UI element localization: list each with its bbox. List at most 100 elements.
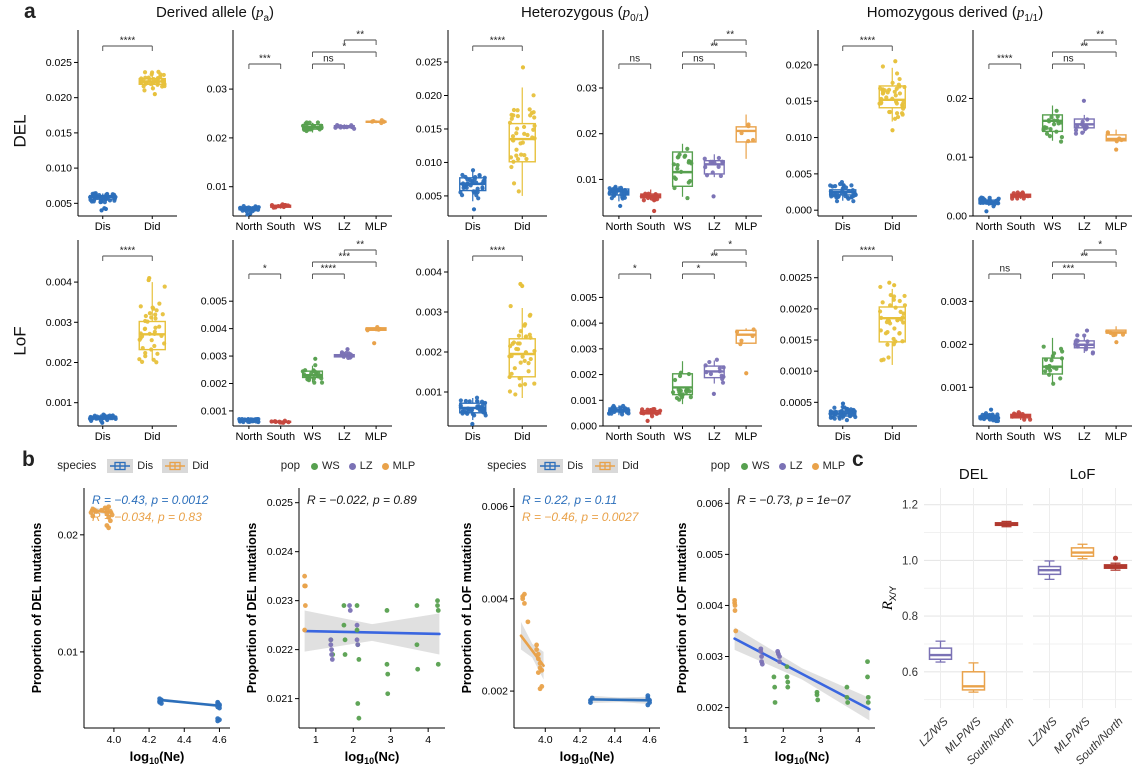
- legend-key-WS: WS: [310, 460, 340, 472]
- svg-text:4: 4: [425, 734, 431, 746]
- boxplot-glyph-icon: [537, 459, 564, 473]
- row-label-lof: LoF: [11, 326, 31, 356]
- boxplot-del-het-species: 0.005 0.010 0.015 0.020 0.025 Dis Did ****: [416, 30, 547, 233]
- r-annotation: R = −0.73, p = 1e−07: [737, 493, 852, 507]
- sig-bracket: [312, 51, 377, 57]
- box-DEL-LZ/WS: [928, 640, 953, 663]
- svg-text:0.01: 0.01: [207, 181, 228, 193]
- svg-text:0.020: 0.020: [416, 90, 442, 102]
- y-axis-title: RX/Y: [880, 585, 899, 611]
- svg-text:0.002: 0.002: [941, 339, 967, 351]
- legend-key-label: LZ: [789, 460, 803, 472]
- points-South: [1010, 410, 1033, 422]
- box-panel: 0.001 0.002 0.003 0.004 Dis Did ****: [416, 240, 547, 443]
- svg-text:ns: ns: [630, 54, 641, 65]
- sig-bracket: [618, 273, 652, 279]
- svg-text:0.001: 0.001: [201, 405, 227, 417]
- svg-text:**: **: [710, 252, 718, 263]
- points-Dis: [88, 191, 118, 213]
- r-annotation: R = 0.22, p = 0.11: [522, 493, 617, 507]
- panel-a-row-lof: LoF 0.001 0.002 0.003 0.004 Dis Did **** 0.001…: [11, 236, 1140, 446]
- svg-text:0.01: 0.01: [947, 152, 968, 164]
- legend-key-WS: WS: [740, 460, 770, 472]
- boxplot-del-derived-species: 0.005 0.010 0.015 0.020 0.025 Dis Did ****: [46, 30, 177, 233]
- points-Did: [507, 281, 537, 397]
- svg-text:South: South: [1006, 221, 1035, 233]
- points-South: [269, 418, 291, 425]
- svg-text:0.004: 0.004: [201, 323, 227, 335]
- svg-text:WS: WS: [674, 221, 692, 233]
- svg-text:4.2: 4.2: [142, 734, 157, 746]
- svg-text:WS: WS: [674, 431, 692, 443]
- svg-text:LZ: LZ: [1078, 221, 1091, 233]
- svg-text:0.005: 0.005: [571, 292, 597, 304]
- svg-text:3: 3: [818, 734, 824, 746]
- svg-text:*: *: [633, 264, 637, 275]
- svg-text:****: ****: [997, 54, 1013, 65]
- svg-text:0.005: 0.005: [786, 168, 812, 180]
- legend-key-label: WS: [321, 460, 340, 472]
- svg-text:**: **: [356, 240, 364, 251]
- svg-text:0.00: 0.00: [947, 211, 968, 223]
- svg-text:0.004: 0.004: [571, 318, 597, 330]
- legend-key-LZ: LZ: [778, 460, 803, 472]
- svg-text:0.010: 0.010: [46, 163, 72, 175]
- box-panel: 0.000 0.005 0.010 0.015 0.020 Dis Did ****: [786, 30, 917, 233]
- svg-text:Did: Did: [144, 431, 161, 443]
- points-WS: [671, 146, 694, 201]
- svg-text:Did: Did: [884, 221, 901, 233]
- scatter-lof-nc: 0.002 0.003 0.004 0.005 0.006 1 2 3 4 Proportion …: [675, 488, 875, 766]
- svg-text:0.002: 0.002: [201, 378, 227, 390]
- legend-species-1: species Dis Did: [28, 458, 238, 474]
- svg-text:South: South: [636, 431, 665, 443]
- points-blue: [588, 693, 652, 708]
- points-North: [238, 203, 261, 217]
- x-axis-title: log10(Ne): [130, 749, 185, 766]
- points-North: [607, 184, 630, 209]
- svg-text:0.003: 0.003: [416, 307, 442, 319]
- svg-text:WS: WS: [304, 431, 322, 443]
- boxplot-lof-derived-species: 0.001 0.002 0.003 0.004 Dis Did ****: [46, 240, 177, 443]
- legend-key-label: WS: [751, 460, 770, 472]
- legend-key-MLP: MLP: [811, 460, 845, 472]
- svg-text:4.6: 4.6: [642, 734, 657, 746]
- box-panel: 0.000 0.001 0.002 0.003 0.004 0.005 North South…: [571, 240, 762, 443]
- svg-text:0.0020: 0.0020: [780, 303, 812, 315]
- svg-text:0.003: 0.003: [697, 651, 723, 663]
- box-panel: 0.005 0.010 0.015 0.020 0.025 Dis Did ****: [416, 30, 547, 233]
- boxplot-lof-het-pop: 0.000 0.001 0.002 0.003 0.004 0.005 North South…: [571, 240, 762, 443]
- points-MLP: [734, 327, 756, 376]
- svg-text:4.4: 4.4: [177, 734, 192, 746]
- legend-key-Dis: Dis: [107, 459, 153, 473]
- group-title-heterozygous: Heterozygous (p0/1): [520, 4, 650, 24]
- sig-bracket: [842, 45, 893, 51]
- group-title-homozygous-derived: Homozygous derived (p1/1): [866, 4, 1044, 24]
- points-LZ: [1073, 98, 1090, 136]
- svg-text:LZ: LZ: [708, 431, 721, 443]
- legend-title: species: [57, 460, 97, 472]
- facet-title: LoF: [1070, 466, 1096, 483]
- legend-key-label: Dis: [137, 460, 154, 472]
- y-axis-title: Proportion of DEL mutations: [30, 523, 44, 694]
- svg-text:North: North: [605, 221, 632, 233]
- svg-text:North: North: [605, 431, 632, 443]
- sig-bracket: [713, 249, 747, 255]
- svg-text:South: South: [1006, 431, 1035, 443]
- points-WS: [300, 120, 324, 134]
- points-green: [771, 659, 871, 705]
- svg-text:0.022: 0.022: [267, 644, 293, 656]
- box-MLP: [735, 114, 757, 159]
- svg-text:Did: Did: [514, 221, 531, 233]
- svg-text:0.0010: 0.0010: [780, 366, 812, 378]
- svg-text:0.005: 0.005: [416, 190, 442, 202]
- svg-text:0.025: 0.025: [267, 497, 293, 509]
- box-Did: [508, 308, 536, 398]
- facet-boxplot-rxy: 0.6 0.8 1.0 1.2 RX/Y LZ/WSMLP/WSSouth/NorthDE…: [880, 466, 1132, 768]
- svg-text:0.002: 0.002: [416, 347, 442, 359]
- svg-text:LZ: LZ: [338, 221, 351, 233]
- legend-key-label: Did: [622, 460, 639, 472]
- svg-text:Did: Did: [144, 221, 161, 233]
- legend-key-LZ: LZ: [348, 460, 373, 472]
- svg-text:MLP: MLP: [735, 431, 758, 443]
